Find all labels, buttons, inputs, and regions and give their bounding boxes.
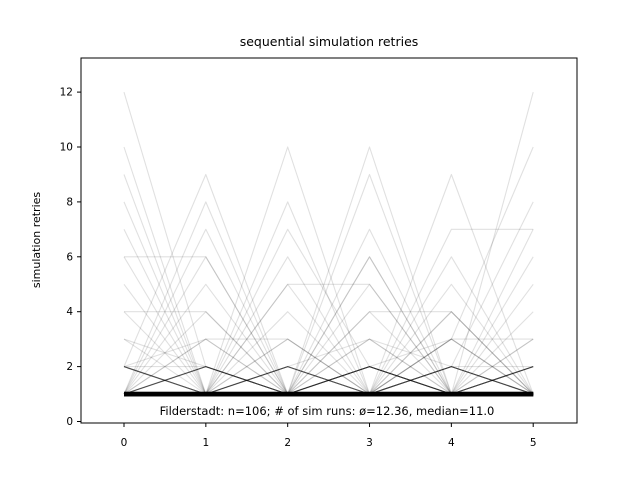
run-line	[124, 338, 534, 395]
run-line	[123, 338, 534, 395]
run-line	[124, 283, 534, 395]
run-line	[124, 311, 534, 395]
run-line	[123, 366, 534, 395]
x-tick-label: 2	[284, 437, 291, 449]
run-line	[123, 229, 534, 395]
run-line	[124, 91, 534, 395]
run-line	[123, 311, 534, 395]
run-line	[123, 366, 534, 395]
run-line	[123, 283, 534, 395]
run-line	[124, 283, 534, 395]
run-line	[124, 366, 534, 395]
run-line	[123, 311, 534, 395]
x-tick-label: 1	[202, 437, 209, 449]
run-line	[124, 256, 534, 395]
run-line	[123, 201, 534, 395]
run-line	[123, 146, 534, 395]
run-line	[124, 256, 534, 395]
series-layer	[123, 91, 534, 397]
run-line	[124, 338, 534, 395]
run-line	[124, 366, 534, 395]
y-tick-label: 10	[60, 142, 73, 154]
y-tick-label: 8	[66, 196, 73, 208]
y-tick-label: 2	[66, 361, 73, 373]
run-line	[123, 338, 534, 395]
x-tick-label: 0	[121, 437, 128, 449]
run-line	[123, 146, 534, 395]
run-line	[124, 256, 534, 395]
run-line	[123, 228, 534, 395]
chart-annotation: Filderstadt: n=106; # of sim runs: ø=12.…	[160, 404, 495, 418]
run-line	[123, 91, 534, 395]
run-line	[123, 338, 534, 395]
run-line	[124, 146, 534, 395]
run-line	[124, 366, 534, 395]
run-line	[123, 311, 534, 395]
run-line	[124, 366, 534, 395]
run-line	[123, 338, 534, 395]
y-tick-label: 0	[66, 416, 73, 428]
y-axis-label: simulation retries	[30, 192, 43, 289]
run-line	[123, 256, 534, 395]
run-line	[123, 366, 534, 395]
run-line	[123, 338, 534, 395]
chart-title: sequential simulation retries	[240, 34, 419, 49]
y-tick-label: 12	[60, 87, 73, 99]
run-line	[124, 173, 534, 395]
run-line	[123, 338, 534, 395]
run-line	[123, 283, 534, 395]
run-line	[124, 311, 534, 395]
run-line	[124, 338, 534, 395]
run-line	[124, 228, 534, 395]
run-line	[123, 366, 534, 395]
run-line	[123, 146, 534, 395]
x-tick-label: 4	[448, 437, 455, 449]
run-line	[124, 366, 534, 395]
run-line	[123, 174, 534, 395]
run-line	[124, 366, 534, 395]
run-line	[124, 311, 534, 395]
run-line	[123, 283, 534, 395]
run-line	[124, 228, 534, 395]
run-line	[124, 256, 534, 395]
run-line	[124, 366, 534, 395]
x-tick-label: 5	[530, 437, 537, 449]
run-line	[123, 311, 534, 395]
y-tick-label: 4	[66, 306, 73, 318]
run-line	[123, 366, 534, 395]
run-line	[124, 283, 534, 395]
run-line	[124, 283, 534, 395]
run-line	[123, 366, 534, 395]
run-line	[123, 256, 534, 395]
run-line	[123, 173, 534, 395]
run-line	[123, 338, 534, 395]
run-line	[123, 201, 534, 395]
plot-area	[80, 57, 578, 424]
run-line	[123, 366, 534, 395]
run-line	[124, 311, 534, 395]
y-tick-label: 6	[66, 251, 73, 263]
run-line	[124, 256, 534, 395]
run-line	[124, 228, 534, 395]
x-tick-label: 3	[366, 437, 373, 449]
run-line	[123, 173, 534, 395]
run-line	[124, 201, 534, 395]
run-line	[124, 201, 534, 395]
run-line	[123, 338, 534, 395]
run-line	[124, 338, 534, 395]
run-line	[124, 366, 534, 395]
run-line	[124, 366, 534, 395]
run-line	[124, 366, 534, 395]
run-line	[124, 338, 534, 395]
run-line	[124, 338, 534, 395]
run-line	[124, 338, 534, 395]
run-line	[124, 229, 534, 395]
run-line	[123, 366, 534, 395]
run-line	[124, 311, 534, 395]
run-line	[123, 256, 534, 395]
